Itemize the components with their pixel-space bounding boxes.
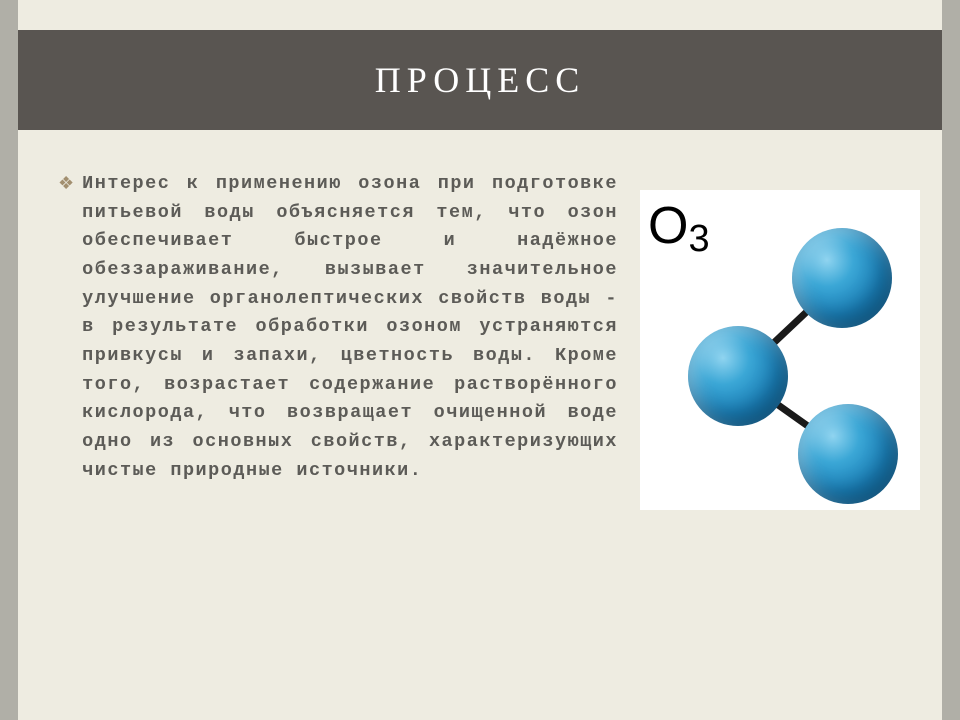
slide: ПРОЦЕСС ❖ Интерес к применению озона при… <box>18 0 942 720</box>
oxygen-atom <box>688 326 788 426</box>
slide-header: ПРОЦЕСС <box>18 30 942 130</box>
ozone-diagram: O3 <box>640 190 920 510</box>
body-content: ❖ Интерес к применению озона при подгото… <box>58 170 618 485</box>
body-text: Интерес к применению озона при подготовк… <box>82 170 618 485</box>
oxygen-atom <box>798 404 898 504</box>
molecule <box>640 190 920 510</box>
slide-title: ПРОЦЕСС <box>375 59 585 101</box>
bullet-icon: ❖ <box>58 173 74 194</box>
bullet-item: ❖ Интерес к применению озона при подгото… <box>58 170 618 485</box>
oxygen-atom <box>792 228 892 328</box>
